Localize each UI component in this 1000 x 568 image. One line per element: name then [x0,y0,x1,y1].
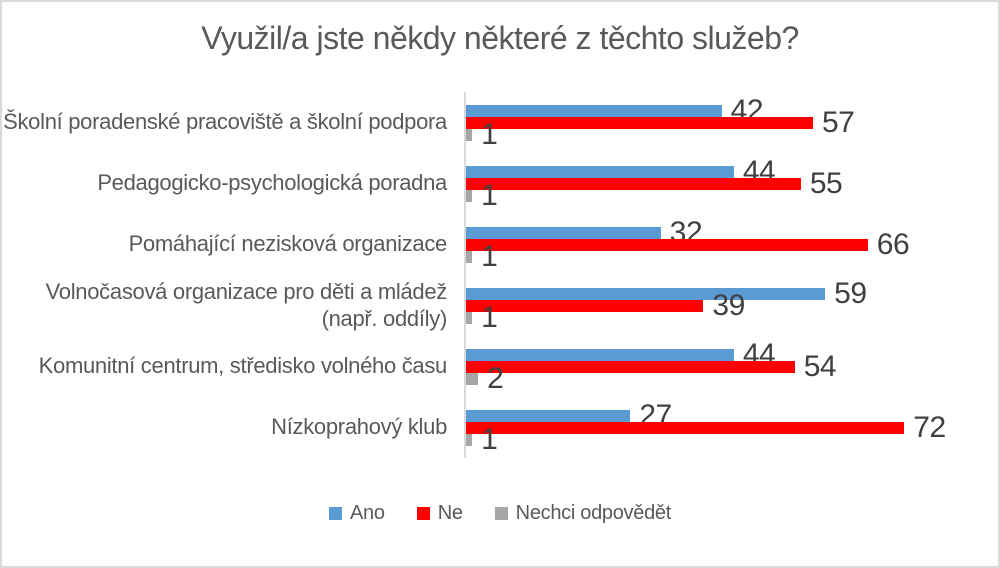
value-label: 55 [809,167,843,200]
bar-ano [466,410,631,422]
category-label: Pomáhající nezisková organizace [128,231,448,257]
legend-swatch-ne-icon [416,507,430,520]
bar-line: 57 [466,108,998,138]
chart-title: Využil/a jste někdy některé z těchto slu… [201,20,799,56]
bar-group: 42 57 1 [466,92,998,153]
value-label: 66 [876,228,910,261]
bar-ne [466,117,813,129]
bar-line: 1 [466,120,998,150]
bar-line: 2 [466,364,998,394]
bar-line: 1 [466,181,998,211]
bar-nechci-odpovědět [466,129,473,141]
bar-ano [466,166,734,178]
bar-ne [466,422,905,434]
legend: Ano Ne Nechci odpovědět [2,502,998,525]
value-label: 1 [481,179,498,212]
bar-line: 32 [466,218,998,248]
bar-line: 44 [466,340,998,370]
value-label: 39 [712,289,745,322]
legend-item-ano: Ano [329,502,385,525]
value-label: 59 [834,277,867,310]
value-label: 54 [803,350,837,383]
legend-item-ne: Ne [416,502,463,525]
bar-ne [466,361,795,373]
bar-line: 72 [466,413,998,443]
value-label: 1 [481,240,498,273]
bar-line: 1 [466,242,998,272]
value-label: 1 [481,301,498,334]
bar-line: 42 [466,96,998,126]
category-label: Nízkoprahový klub [271,414,447,440]
bar-line: 1 [466,303,998,333]
bar-ne [466,239,868,251]
bar-ne [466,300,704,312]
bar-ano [466,227,661,239]
chart-body: Školní poradenské pracoviště a školní po… [2,92,998,458]
bar-line: 44 [466,157,998,187]
bar-group: 27 72 1 [466,397,998,458]
legend-label-ne: Ne [437,502,463,524]
bar-group: 32 66 1 [466,214,998,275]
bar-nechci-odpovědět [466,251,473,263]
bar-group: 44 55 1 [466,153,998,214]
bar-nechci-odpovědět [466,312,473,324]
category-label: Pedagogicko-psychologická poradna [97,170,447,196]
legend-swatch-ano-icon [329,507,343,520]
category-labels: Školní poradenské pracoviště a školní po… [2,92,464,458]
bar-nechci-odpovědět [466,434,473,446]
legend-swatch-nechci-icon [494,507,508,520]
category-label: Volnočasová organizace pro děti a mládež… [45,279,448,331]
value-label: 1 [481,423,498,456]
value-label: 57 [821,106,855,139]
bar-line: 59 [466,279,998,309]
value-label: 1 [481,118,498,151]
bar-nechci-odpovědět [466,190,473,202]
bar-ano [466,288,826,300]
legend-label-nechci: Nechci odpovědět [515,502,672,524]
legend-item-nechci: Nechci odpovědět [494,502,672,525]
bar-ne [466,178,801,190]
value-label: 2 [487,362,504,395]
bar-nechci-odpovědět [466,373,479,385]
bar-group: 59 39 1 [466,275,998,336]
category-label: Školní poradenské pracoviště a školní po… [3,109,447,135]
value-label: 72 [913,411,946,444]
bar-ano [466,105,722,117]
category-label: Komunitní centrum, středisko volného čas… [38,353,448,379]
bar-line: 66 [466,230,998,260]
bar-line: 1 [466,425,998,455]
bar-line: 55 [466,169,998,199]
legend-label-ano: Ano [350,502,385,524]
bar-line: 54 [466,352,998,382]
plot-area: 42 57 1 44 55 1 32 66 1 59 39 1 44 54 2 27 72 1 [464,92,998,458]
bar-ano [466,349,734,361]
bar-group: 44 54 2 [466,336,998,397]
bar-line: 39 [466,291,998,321]
